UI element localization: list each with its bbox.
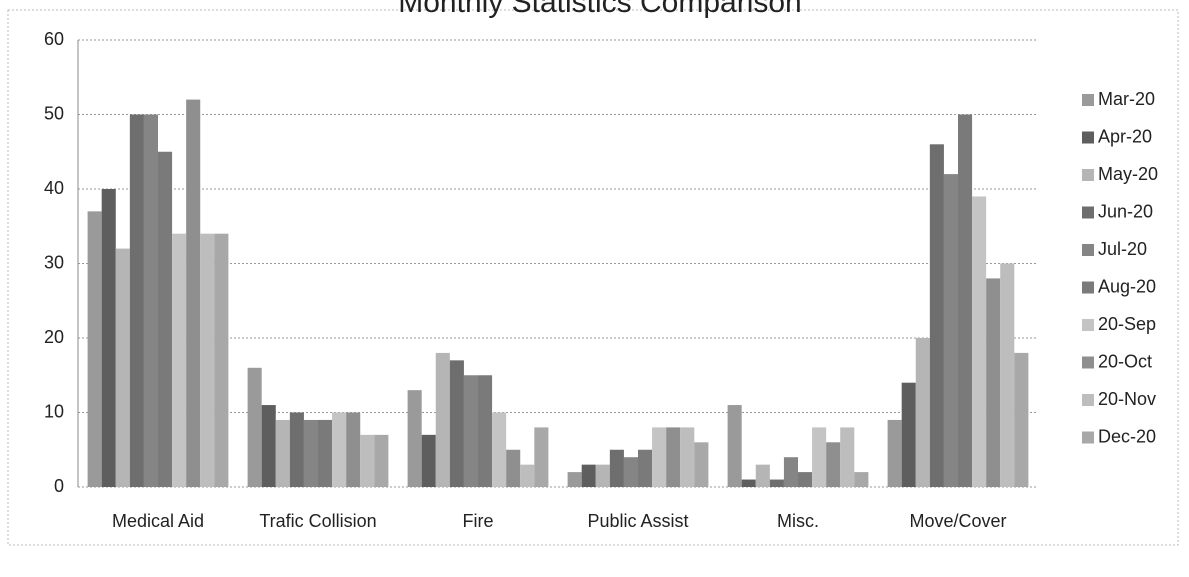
legend-swatch [1082,131,1094,144]
legend-label: 20-Oct [1098,351,1152,371]
bar [172,233,187,487]
legend-label: May-20 [1098,164,1158,184]
bar [901,382,916,487]
bar [694,442,709,487]
bar [854,472,869,487]
bar [581,464,596,487]
bar [840,427,855,487]
legend-swatch [1082,281,1094,294]
legend-label: Mar-20 [1098,89,1155,109]
bar [887,419,902,487]
bar [958,114,973,487]
bar [87,211,102,487]
bar [623,457,638,487]
bar [275,419,290,487]
bar [826,442,841,487]
bar [567,472,582,487]
legend-label: Dec-20 [1098,426,1156,446]
legend-label: Aug-20 [1098,276,1156,296]
bar [506,449,521,487]
y-tick-label: 50 [44,103,64,123]
x-tick-label: Trafic Collision [259,511,376,531]
bar [680,427,695,487]
bar [929,144,944,488]
bar [214,233,229,487]
bar [741,479,756,487]
legend-label: Jul-20 [1098,239,1147,259]
x-tick-label: Fire [463,511,494,531]
legend-swatch [1082,356,1094,369]
legend-label: 20-Sep [1098,314,1156,334]
y-tick-label: 40 [44,178,64,198]
bar [186,99,201,487]
legend-label: 20-Nov [1098,389,1156,409]
bar [1000,263,1015,487]
x-tick-label: Misc. [777,511,819,531]
y-tick-label: 60 [44,29,64,49]
bar [360,434,375,487]
bar [101,189,116,487]
legend-swatch [1082,319,1094,331]
x-tick-label: Medical Aid [112,511,204,531]
y-tick-label: 30 [44,252,64,272]
y-tick-label: 0 [54,476,64,496]
bar [652,427,667,487]
bar [247,367,262,487]
x-tick-label: Move/Cover [909,511,1006,531]
bar [463,375,478,487]
bar [595,464,610,487]
bar [666,427,681,487]
bar [129,114,144,487]
bar [520,464,535,487]
bar [943,174,958,487]
bar [534,427,549,487]
legend-swatch [1082,394,1094,406]
bar [638,449,653,487]
bar [972,196,987,487]
bar [261,405,276,487]
bar [332,412,347,487]
bar [449,360,464,487]
x-tick-label: Public Assist [587,511,688,531]
chart-title: Monthly Statistics Comparison [398,0,801,19]
legend-swatch [1082,94,1094,106]
bar [289,412,304,487]
legend-swatch [1082,206,1094,219]
legend-swatch [1082,244,1094,256]
bar [200,233,215,487]
bar [1014,352,1029,487]
y-tick-label: 10 [44,401,64,421]
bar [783,457,798,487]
legend-label: Jun-20 [1098,201,1153,221]
legend-swatch [1082,169,1094,181]
bar [374,434,389,487]
legend-label: Apr-20 [1098,126,1152,146]
bar [769,479,784,487]
bar [727,405,742,487]
bar [986,278,1001,487]
bar [609,449,624,487]
bar [478,375,493,487]
y-tick-label: 20 [44,327,64,347]
bar [812,427,827,487]
bar [115,248,130,487]
legend-swatch [1082,431,1094,444]
bar [303,419,318,487]
bar [421,434,436,487]
bar [435,352,450,487]
bar [798,472,813,487]
bar [143,114,158,487]
chart-border [7,9,1179,546]
bar [407,390,422,487]
bar [915,338,930,487]
bar [755,464,770,487]
bar [346,412,361,487]
bar [492,412,507,487]
bar [158,151,173,487]
bar [318,419,333,487]
